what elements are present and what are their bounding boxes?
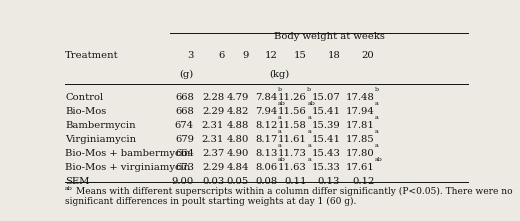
Text: ab: ab [307, 101, 315, 106]
Text: 2.29: 2.29 [202, 107, 224, 116]
Text: 2.31: 2.31 [202, 135, 224, 144]
Text: a: a [375, 143, 379, 148]
Text: 15.43: 15.43 [311, 149, 340, 158]
Text: Virginiamycin: Virginiamycin [65, 135, 136, 144]
Text: a: a [307, 129, 311, 134]
Text: 2.31: 2.31 [202, 121, 224, 130]
Text: 0.11: 0.11 [284, 177, 307, 186]
Text: Bambermycin: Bambermycin [65, 121, 136, 130]
Text: 11.58: 11.58 [278, 121, 307, 130]
Text: 17.81: 17.81 [346, 121, 374, 130]
Text: 6: 6 [218, 51, 224, 60]
Text: 15.07: 15.07 [311, 93, 340, 102]
Text: 11.56: 11.56 [278, 107, 307, 116]
Text: ab: ab [375, 157, 383, 162]
Text: 17.48: 17.48 [346, 93, 374, 102]
Text: Bio-Mos + virginiamycin: Bio-Mos + virginiamycin [65, 163, 190, 172]
Text: 17.85: 17.85 [346, 135, 374, 144]
Text: 0.12: 0.12 [352, 177, 374, 186]
Text: 9: 9 [242, 51, 249, 60]
Text: 2.29: 2.29 [202, 163, 224, 172]
Text: 674: 674 [175, 121, 194, 130]
Text: 2.37: 2.37 [202, 149, 224, 158]
Text: a: a [278, 129, 281, 134]
Text: 8.06: 8.06 [255, 163, 277, 172]
Text: a: a [307, 157, 311, 162]
Text: 673: 673 [175, 163, 194, 172]
Text: 20: 20 [362, 51, 374, 60]
Text: Bio-Mos + bambermycin: Bio-Mos + bambermycin [65, 149, 190, 158]
Text: 11.63: 11.63 [278, 163, 307, 172]
Text: ab: ab [278, 157, 285, 162]
Text: 7.84: 7.84 [255, 93, 277, 102]
Text: a: a [307, 115, 311, 120]
Text: 4.84: 4.84 [226, 163, 249, 172]
Text: 664: 664 [175, 149, 194, 158]
Text: 12: 12 [265, 51, 277, 60]
Text: 0.05: 0.05 [227, 177, 249, 186]
Text: 17.61: 17.61 [346, 163, 374, 172]
Text: (kg): (kg) [269, 70, 289, 79]
Text: Means with different superscripts within a column differ significantly (P<0.05).: Means with different superscripts within… [76, 187, 513, 196]
Text: 15.41: 15.41 [311, 107, 340, 116]
Text: a: a [278, 143, 281, 148]
Text: 11.61: 11.61 [278, 135, 307, 144]
Text: 679: 679 [175, 135, 194, 144]
Text: 11.26: 11.26 [278, 93, 307, 102]
Text: 15.39: 15.39 [311, 121, 340, 130]
Text: 668: 668 [175, 93, 194, 102]
Text: 3: 3 [188, 51, 194, 60]
Text: Control: Control [65, 93, 103, 102]
Text: 2.28: 2.28 [202, 93, 224, 102]
Text: a: a [375, 115, 379, 120]
Text: b: b [307, 87, 311, 92]
Text: 4.82: 4.82 [226, 107, 249, 116]
Text: 4.79: 4.79 [226, 93, 249, 102]
Text: a: a [375, 101, 379, 106]
Text: 15.41: 15.41 [311, 135, 340, 144]
Text: 15.33: 15.33 [311, 163, 340, 172]
Text: 8.12: 8.12 [255, 121, 277, 130]
Text: b: b [278, 87, 282, 92]
Text: 4.80: 4.80 [226, 135, 249, 144]
Text: 4.88: 4.88 [226, 121, 249, 130]
Text: 0.03: 0.03 [202, 177, 224, 186]
Text: (g): (g) [180, 70, 194, 79]
Text: SEM: SEM [65, 177, 89, 186]
Text: 7.94: 7.94 [255, 107, 277, 116]
Text: 17.80: 17.80 [346, 149, 374, 158]
Text: 0.13: 0.13 [318, 177, 340, 186]
Text: 0.08: 0.08 [255, 177, 277, 186]
Text: Body weight at weeks: Body weight at weeks [274, 32, 384, 42]
Text: 8.17: 8.17 [255, 135, 277, 144]
Text: a: a [278, 115, 281, 120]
Text: 18: 18 [328, 51, 340, 60]
Text: ab: ab [278, 101, 285, 106]
Text: significant differences in poult starting weights at day 1 (60 g).: significant differences in poult startin… [65, 197, 356, 206]
Text: b: b [375, 87, 379, 92]
Text: Bio-Mos: Bio-Mos [65, 107, 106, 116]
Text: ab: ab [65, 187, 73, 191]
Text: 9.00: 9.00 [172, 177, 194, 186]
Text: a: a [307, 143, 311, 148]
Text: a: a [375, 129, 379, 134]
Text: 11.73: 11.73 [278, 149, 307, 158]
Text: 8.13: 8.13 [255, 149, 277, 158]
Text: 668: 668 [175, 107, 194, 116]
Text: 17.94: 17.94 [346, 107, 374, 116]
Text: 4.90: 4.90 [226, 149, 249, 158]
Text: 15: 15 [294, 51, 307, 60]
Text: Treatment: Treatment [65, 51, 119, 60]
